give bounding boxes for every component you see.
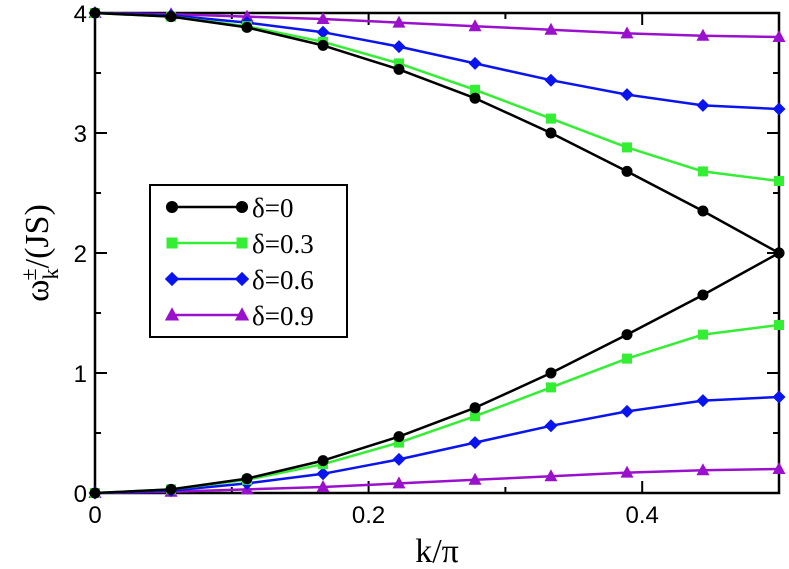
- x-tick-label: 0: [88, 502, 101, 529]
- data-point-lower: [774, 320, 784, 330]
- data-point-upper: [774, 176, 784, 186]
- data-point-upper: [696, 98, 710, 112]
- data-point-lower: [545, 382, 556, 393]
- y-tick-label: 1: [74, 361, 87, 388]
- data-point-upper: [468, 56, 482, 70]
- data-point-upper: [697, 166, 708, 177]
- data-point-upper: [621, 165, 633, 177]
- data-point-lower: [470, 411, 481, 422]
- series-line-upper: [94, 11, 780, 39]
- data-point-upper: [544, 73, 558, 87]
- data-point-upper: [470, 84, 481, 95]
- data-point-lower: [545, 367, 557, 379]
- data-point-lower: [544, 419, 558, 433]
- data-point-lower: [696, 394, 710, 408]
- y-axis-title-main: ω: [19, 279, 56, 301]
- series-line-lower: [94, 251, 780, 495]
- data-point-lower: [772, 390, 786, 404]
- legend-marker: [164, 307, 180, 321]
- data-point-upper: [393, 58, 404, 69]
- data-point-lower: [697, 329, 708, 340]
- y-axis-title: ωk±/(JS): [16, 204, 63, 302]
- data-point-upper: [89, 7, 101, 19]
- data-point-upper: [393, 63, 405, 75]
- legend-marker: [235, 200, 249, 214]
- data-point-lower: [392, 476, 406, 489]
- series-line-lower: [94, 323, 780, 495]
- y-tick-label: 0: [74, 481, 87, 508]
- data-point-lower: [697, 289, 709, 301]
- data-point-lower: [392, 452, 406, 466]
- data-point-lower: [165, 483, 177, 495]
- legend-marker: [234, 307, 250, 321]
- data-point-lower: [241, 473, 253, 485]
- y-axis-title-sub: k: [38, 268, 63, 279]
- ticks-group: 0 0.2 0.4 0 1 2 3 4: [74, 1, 779, 529]
- y-axis-title-sup: ±: [16, 268, 41, 280]
- legend-marker: [165, 200, 179, 214]
- data-point-upper: [392, 40, 406, 54]
- y-tick-label: 3: [74, 121, 87, 148]
- data-point-upper: [240, 9, 254, 22]
- data-point-lower: [393, 437, 404, 448]
- legend-box: [149, 184, 348, 338]
- series-line-lower: [94, 467, 780, 495]
- data-point-lower: [316, 467, 330, 481]
- data-point-upper: [620, 26, 634, 39]
- legend-marker: [166, 237, 178, 249]
- y-axis-title-rest: /(JS): [19, 204, 56, 268]
- data-point-upper: [620, 88, 634, 102]
- data-point-lower: [393, 431, 405, 443]
- data-point-upper: [469, 92, 481, 104]
- data-point-upper: [772, 30, 786, 42]
- legend-label: δ=0.6: [252, 265, 314, 295]
- data-point-upper: [545, 127, 557, 139]
- data-point-lower: [316, 480, 330, 492]
- data-point-lower: [544, 469, 558, 482]
- series-line-upper: [94, 11, 780, 111]
- legend-marker: [164, 271, 180, 287]
- data-point-lower: [696, 463, 710, 476]
- legend-label: δ=0.9: [252, 301, 314, 331]
- y-tick-label: 2: [74, 241, 87, 268]
- data-point-upper: [622, 142, 633, 153]
- series-group: [88, 6, 786, 500]
- data-point-lower: [620, 465, 634, 478]
- data-point-lower: [620, 404, 634, 418]
- data-point-upper: [165, 11, 177, 23]
- data-point-upper: [772, 102, 786, 116]
- data-point-upper: [317, 39, 329, 51]
- data-point-upper: [468, 19, 482, 32]
- data-point-lower: [621, 329, 633, 341]
- data-point-upper: [697, 205, 709, 217]
- legend-marker: [234, 271, 250, 287]
- data-point-lower: [468, 436, 482, 450]
- legend-label: δ=0.3: [252, 229, 314, 259]
- legend-label: δ=0: [252, 193, 293, 223]
- x-tick-label: 0.2: [352, 502, 385, 529]
- series-line-upper: [94, 11, 780, 255]
- data-point-lower: [622, 353, 633, 364]
- legend-marker: [236, 237, 248, 249]
- series-line-lower: [94, 395, 780, 495]
- data-point-lower: [468, 472, 482, 485]
- y-tick-label: 4: [74, 1, 87, 28]
- data-point-upper: [316, 25, 330, 39]
- data-point-lower: [469, 402, 481, 414]
- series-line-upper: [94, 11, 780, 183]
- data-point-upper: [316, 12, 330, 24]
- data-point-lower: [772, 462, 786, 474]
- data-point-lower: [89, 487, 101, 499]
- data-point-upper: [544, 22, 558, 35]
- data-point-upper: [241, 21, 253, 33]
- legend: δ=0 δ=0.3 δ=0.6 δ=0.9: [149, 184, 348, 338]
- data-point-lower: [773, 247, 785, 259]
- data-point-upper: [392, 15, 406, 28]
- x-tick-label: 0.4: [626, 502, 659, 529]
- data-point-lower: [317, 455, 329, 467]
- data-point-upper: [696, 28, 710, 41]
- x-axis-title: k/π: [415, 533, 459, 569]
- data-point-upper: [545, 113, 556, 124]
